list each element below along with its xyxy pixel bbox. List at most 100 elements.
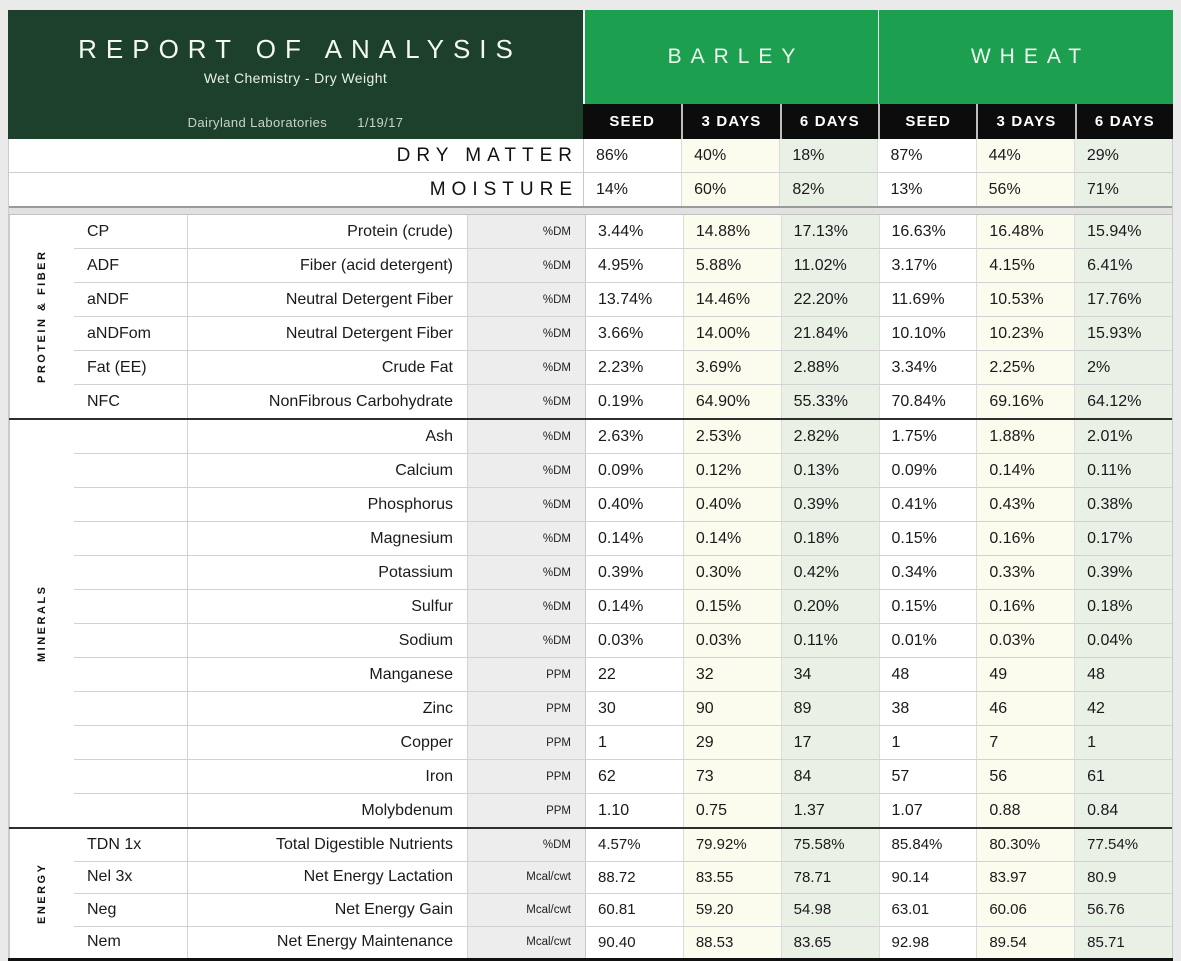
row-unit: PPM xyxy=(467,726,585,759)
value-cell: 0.14% xyxy=(585,590,683,623)
value-cell: 0.18% xyxy=(780,522,879,555)
value-cell: 2.82% xyxy=(780,420,879,453)
value-cell: 0.17% xyxy=(1074,522,1172,555)
value-cell: 3.44% xyxy=(585,215,683,248)
row-description: Net Energy Lactation xyxy=(187,861,467,893)
value-cell: 34 xyxy=(780,658,879,691)
row-abbreviation: Nem xyxy=(87,933,121,951)
value-cell: 54.98 xyxy=(780,894,879,926)
table-row: ADF Fiber (acid detergent) %DM 4.95% 5.8… xyxy=(74,248,1172,282)
row-abbreviation xyxy=(74,760,187,793)
table-row: Iron PPM 62 73 84 57 56 61 xyxy=(74,759,1172,793)
value-cell: 3.66% xyxy=(585,317,683,350)
table-row: NFC NonFibrous Carbohydrate %DM 0.19% 64… xyxy=(74,384,1172,418)
value-cell: 73 xyxy=(682,760,781,793)
value-cell: 48 xyxy=(878,658,977,691)
value-cell: 17.13% xyxy=(780,215,879,248)
value-cell: 0.42% xyxy=(780,556,879,589)
lab-info-line: Dairyland Laboratories 1/19/17 xyxy=(188,115,404,130)
value-cell: 0.14% xyxy=(682,522,781,555)
row-abbreviation xyxy=(74,658,187,691)
value-cell: 71% xyxy=(1073,173,1172,206)
row-unit: Mcal/cwt xyxy=(467,926,585,958)
value-cell: 64.90% xyxy=(682,385,781,418)
summary-rows: DRY MATTER 86% 40% 18% 87% 44% 29% MOIST… xyxy=(9,139,1172,206)
value-cell: 90 xyxy=(682,692,781,725)
row-description: Sulfur xyxy=(187,590,467,623)
row-unit: Mcal/cwt xyxy=(467,894,585,926)
row-description: Neutral Detergent Fiber xyxy=(187,317,467,350)
value-cell: 83.55 xyxy=(682,861,781,893)
value-cell: 88.53 xyxy=(682,926,781,958)
value-cell: 87% xyxy=(877,139,976,172)
row-description: Phosphorus xyxy=(187,488,467,521)
value-cell: 2.25% xyxy=(976,351,1075,384)
row-unit: PPM xyxy=(467,794,585,827)
table-row: Manganese PPM 22 32 34 48 49 48 xyxy=(74,657,1172,691)
value-cell: 48 xyxy=(1074,658,1172,691)
value-cell: 3.34% xyxy=(878,351,977,384)
value-cell: 83.97 xyxy=(976,861,1075,893)
summary-row: DRY MATTER 86% 40% 18% 87% 44% 29% xyxy=(9,139,1172,172)
value-cell: 6.41% xyxy=(1074,249,1172,282)
value-cell: 4.95% xyxy=(585,249,683,282)
value-cell: 4.57% xyxy=(585,829,683,861)
table-row: aNDF Neutral Detergent Fiber %DM 13.74% … xyxy=(74,282,1172,316)
report-subtitle: Wet Chemistry - Dry Weight xyxy=(203,70,388,86)
value-cell: 0.13% xyxy=(780,454,879,487)
value-cell: 70.84% xyxy=(878,385,977,418)
value-cell: 1 xyxy=(1074,726,1172,759)
section-protein-fiber: PROTEIN & FIBER CP Protein (crude) %DM 3… xyxy=(9,215,1172,418)
value-cell: 0.01% xyxy=(878,624,977,657)
value-cell: 77.54% xyxy=(1074,829,1172,861)
table-row: Potassium %DM 0.39% 0.30% 0.42% 0.34% 0.… xyxy=(74,555,1172,589)
row-abbreviation xyxy=(74,420,187,453)
value-cell: 56.76 xyxy=(1074,894,1172,926)
row-unit: PPM xyxy=(467,658,585,691)
value-cell: 46 xyxy=(976,692,1075,725)
analysis-report-sheet: REPORT OF ANALYSIS Wet Chemistry - Dry W… xyxy=(8,10,1173,961)
value-cell: 0.16% xyxy=(976,590,1075,623)
row-unit: %DM xyxy=(467,454,585,487)
row-description: Magnesium xyxy=(187,522,467,555)
value-cell: 0.39% xyxy=(1074,556,1172,589)
section-rows: Ash %DM 2.63% 2.53% 2.82% 1.75% 1.88% 2.… xyxy=(74,420,1172,827)
row-abbreviation xyxy=(74,488,187,521)
value-cell: 0.75 xyxy=(682,794,781,827)
value-cell: 84 xyxy=(780,760,879,793)
row-unit: PPM xyxy=(467,760,585,793)
value-cell: 0.14% xyxy=(976,454,1075,487)
column-header: 3 DAYS xyxy=(681,104,779,139)
value-cell: 0.12% xyxy=(682,454,781,487)
column-header: SEED xyxy=(878,104,976,139)
value-cell: 56 xyxy=(976,760,1075,793)
table-row: Fat (EE) Crude Fat %DM 2.23% 3.69% 2.88%… xyxy=(74,350,1172,384)
row-description: Fiber (acid detergent) xyxy=(187,249,467,282)
row-unit: %DM xyxy=(467,420,585,453)
value-cell: 0.40% xyxy=(585,488,683,521)
value-cell: 14.46% xyxy=(682,283,781,316)
value-cell: 75.58% xyxy=(780,829,879,861)
value-cell: 2.63% xyxy=(585,420,683,453)
row-description: Crude Fat xyxy=(187,351,467,384)
value-cell: 16.63% xyxy=(878,215,977,248)
value-cell: 0.03% xyxy=(585,624,683,657)
value-cell: 2.88% xyxy=(780,351,879,384)
value-cell: 0.40% xyxy=(682,488,781,521)
row-description: Net Energy Maintenance xyxy=(187,926,467,958)
row-description: Zinc xyxy=(187,692,467,725)
row-abbreviation xyxy=(74,590,187,623)
value-cell: 90.40 xyxy=(585,926,683,958)
row-abbreviation xyxy=(74,522,187,555)
row-unit: Mcal/cwt xyxy=(467,861,585,893)
report-title-block: REPORT OF ANALYSIS Wet Chemistry - Dry W… xyxy=(8,10,583,139)
value-cell: 62 xyxy=(585,760,683,793)
value-cell: 2.53% xyxy=(682,420,781,453)
value-cell: 92.98 xyxy=(878,926,977,958)
value-cell: 14.88% xyxy=(682,215,781,248)
value-cell: 80.9 xyxy=(1074,861,1172,893)
value-cell: 64.12% xyxy=(1074,385,1172,418)
table-row: Sulfur %DM 0.14% 0.15% 0.20% 0.15% 0.16%… xyxy=(74,589,1172,623)
value-cell: 55.33% xyxy=(780,385,879,418)
value-cell: 32 xyxy=(682,658,781,691)
